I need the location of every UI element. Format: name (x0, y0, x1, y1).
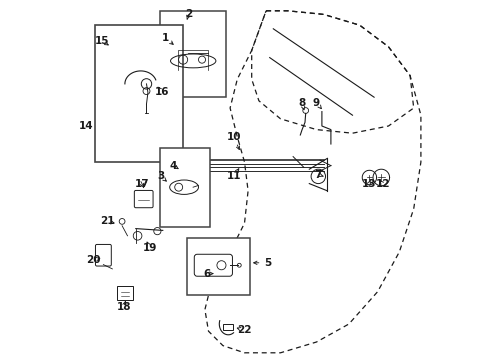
Text: 11: 11 (226, 171, 241, 181)
Text: 12: 12 (375, 179, 389, 189)
Text: 1: 1 (162, 33, 168, 43)
Bar (117, 286, 133, 300)
FancyBboxPatch shape (134, 190, 153, 208)
Text: 5: 5 (264, 258, 271, 268)
Text: 6: 6 (203, 269, 210, 279)
Text: 3: 3 (157, 171, 164, 181)
Text: 17: 17 (134, 179, 149, 189)
Bar (186, 238, 249, 295)
Text: 13: 13 (361, 179, 375, 189)
Text: 16: 16 (154, 87, 169, 97)
Text: 10: 10 (226, 132, 241, 142)
Text: 14: 14 (79, 121, 93, 131)
Text: 2: 2 (184, 9, 192, 19)
Text: 15: 15 (95, 36, 109, 46)
Text: 8: 8 (298, 98, 305, 108)
Bar (160, 148, 210, 227)
Text: 4: 4 (169, 161, 177, 171)
Text: 21: 21 (100, 216, 114, 226)
Text: 20: 20 (86, 255, 101, 265)
Text: 19: 19 (142, 243, 157, 253)
Text: 18: 18 (117, 302, 131, 312)
Text: 22: 22 (237, 325, 251, 336)
Text: 7: 7 (314, 170, 321, 180)
FancyBboxPatch shape (95, 244, 111, 266)
Bar (95, 25, 183, 162)
Bar (160, 11, 226, 97)
FancyBboxPatch shape (194, 254, 232, 276)
Text: 9: 9 (312, 98, 320, 108)
Bar (223, 324, 232, 330)
